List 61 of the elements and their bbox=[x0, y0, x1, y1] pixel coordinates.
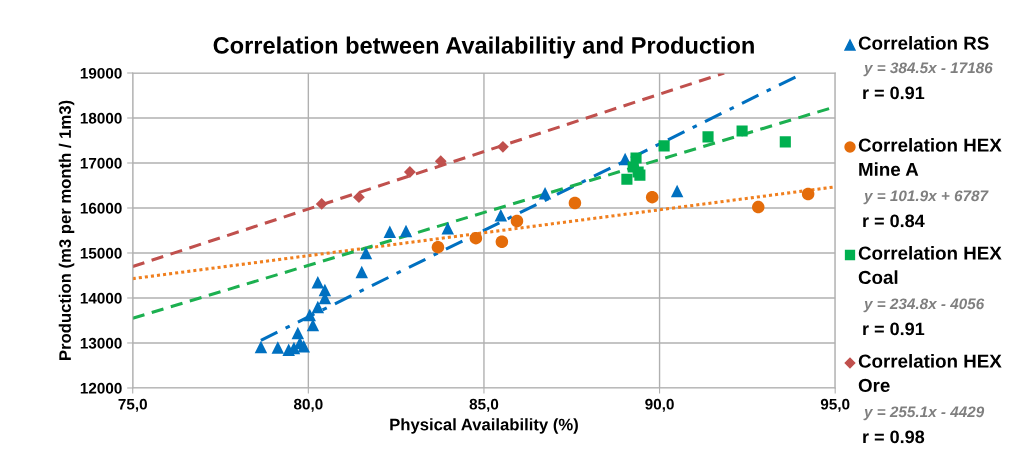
point bbox=[494, 208, 508, 222]
y-tick-label: 19000 bbox=[80, 67, 122, 79]
point bbox=[311, 275, 325, 289]
y-axis-title: Production (m3 per month / 1m3) bbox=[58, 100, 75, 360]
text: r = 0.98 bbox=[863, 430, 925, 444]
x-axis-title: Physical Availability (%) bbox=[390, 418, 578, 434]
point bbox=[271, 341, 285, 354]
point bbox=[568, 196, 582, 210]
text: y = 384.5x - 17186 bbox=[863, 62, 993, 77]
point bbox=[353, 191, 365, 204]
point bbox=[469, 231, 483, 245]
legend-label: Correlation RS bbox=[858, 36, 989, 50]
text: y = 255.1x - 4429 bbox=[863, 406, 985, 421]
point bbox=[658, 140, 670, 152]
point bbox=[303, 308, 316, 322]
point bbox=[311, 300, 325, 314]
legend-label: Correlation HEX Coal bbox=[858, 246, 1002, 285]
text: r = 0.91 bbox=[863, 322, 925, 336]
text: r = 0.84 bbox=[863, 214, 925, 228]
text: y = 234.8x - 4056 bbox=[863, 298, 985, 313]
point bbox=[752, 200, 765, 214]
point bbox=[403, 166, 416, 178]
point bbox=[495, 235, 509, 248]
point bbox=[297, 339, 311, 353]
y-tick-label: 18000 bbox=[80, 112, 122, 124]
chart-title: Correlation between Availabilitiy and Production bbox=[213, 36, 754, 59]
y-tick-label: 13000 bbox=[80, 337, 122, 349]
point bbox=[399, 224, 413, 238]
point bbox=[383, 225, 397, 239]
point bbox=[538, 186, 552, 200]
y-tick-label: 14000 bbox=[80, 292, 122, 304]
x-tick-label: 80,0 bbox=[293, 398, 323, 412]
point bbox=[736, 125, 748, 137]
legend-label: Correlation HEX Ore bbox=[858, 354, 1002, 393]
x-tick-label: 75,0 bbox=[118, 398, 147, 412]
point bbox=[359, 246, 373, 260]
y-tick-label: 15000 bbox=[80, 247, 122, 259]
y-tick-label: 16000 bbox=[80, 202, 122, 214]
x-tick-label: 95,0 bbox=[820, 398, 850, 412]
point bbox=[670, 184, 684, 198]
legend-label: Correlation HEX Mine A bbox=[858, 138, 1002, 177]
point bbox=[431, 240, 445, 254]
point bbox=[621, 173, 633, 185]
point bbox=[497, 140, 509, 153]
point bbox=[630, 152, 642, 164]
point bbox=[254, 340, 268, 354]
point bbox=[441, 221, 455, 235]
point bbox=[315, 198, 328, 210]
point bbox=[645, 190, 659, 204]
x-tick-label: 85,0 bbox=[469, 398, 499, 412]
point bbox=[355, 265, 368, 279]
y-tick-label: 17000 bbox=[80, 157, 122, 169]
point bbox=[291, 326, 305, 340]
point bbox=[510, 214, 524, 228]
y-tick-label: 12000 bbox=[80, 382, 122, 394]
point bbox=[702, 131, 714, 143]
point bbox=[801, 187, 815, 201]
text: r = 0.91 bbox=[863, 86, 925, 100]
point bbox=[779, 136, 791, 148]
x-tick-label: 90,0 bbox=[645, 398, 674, 412]
text: y = 101.9x + 6787 bbox=[863, 190, 989, 205]
